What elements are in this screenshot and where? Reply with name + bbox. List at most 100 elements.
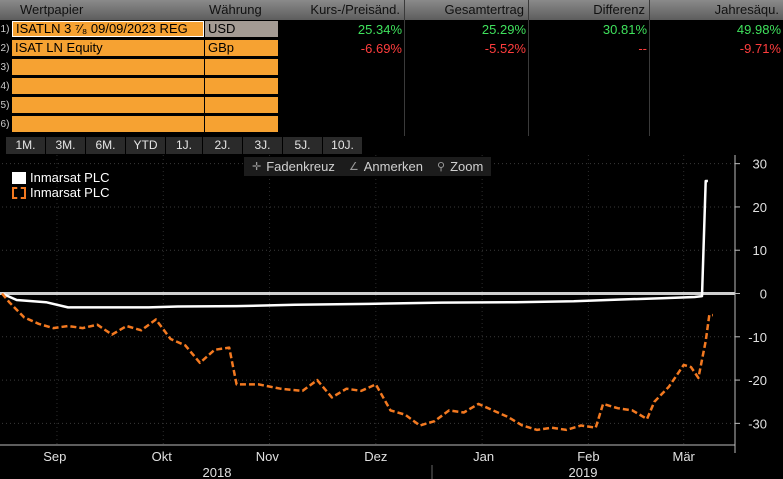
table-row[interactable]: 6) — [0, 116, 783, 133]
period-button[interactable]: 1J. — [166, 137, 203, 154]
x-tick-label: Sep — [43, 449, 66, 464]
total-return-cell: -5.52% — [484, 41, 526, 56]
legend-item-equity[interactable]: Inmarsat PLC — [12, 185, 109, 200]
header-annualized[interactable]: Jahresäqu. — [714, 2, 779, 17]
column-divider — [649, 0, 650, 136]
security-cell[interactable]: ISAT LN Equity — [12, 40, 204, 56]
x-tick-label: Nov — [256, 449, 280, 464]
difference-cell — [528, 97, 649, 114]
security-cell[interactable]: ISATLN 3 ⁷⁄₈ 09/09/2023 REG — [12, 21, 204, 37]
y-tick-label: -30 — [748, 416, 767, 431]
header-difference[interactable]: Differenz — [593, 2, 645, 17]
price-chart[interactable]: 30 20 10 0 -10 -20 -30 Sep Okt Nov Dez Jan Feb Mär 201… — [0, 155, 783, 479]
crosshair-icon: ✛ — [252, 161, 262, 173]
annualized-cell — [649, 59, 783, 76]
legend-item-bond[interactable]: Inmarsat PLC — [12, 170, 109, 185]
x-tick-label: Mär — [672, 449, 695, 464]
security-cell[interactable] — [12, 116, 204, 132]
difference-cell: 30.81% — [602, 22, 647, 37]
series-line-equity — [1, 292, 713, 432]
legend-label: Inmarsat PLC — [30, 170, 110, 185]
y-tick-label: -20 — [748, 373, 767, 388]
table-row[interactable]: 3) — [0, 59, 783, 76]
currency-cell[interactable] — [205, 78, 278, 94]
difference-cell — [528, 59, 649, 76]
y-tick-label: -10 — [748, 330, 767, 345]
annualized-cell: -9.71% — [739, 41, 781, 56]
chart-toolbar: ✛ Fadenkreuz ∠ Anmerken ⚲ Zoom — [244, 157, 492, 176]
price-change-cell — [279, 78, 404, 95]
total-return-cell — [404, 78, 528, 95]
crosshair-label: Fadenkreuz — [266, 159, 335, 174]
y-tick-label: 0 — [760, 287, 767, 302]
currency-cell[interactable] — [205, 97, 278, 113]
price-change-cell: -6.69% — [360, 41, 402, 56]
x-year-label: 2019 — [569, 465, 598, 479]
period-button[interactable]: YTD — [126, 137, 166, 154]
annualized-cell: 49.98% — [736, 22, 781, 37]
x-year-label: 2018 — [203, 465, 232, 479]
x-tick-label: Dez — [364, 449, 387, 464]
difference-cell — [528, 116, 649, 133]
period-button[interactable]: 10J. — [323, 137, 363, 154]
difference-cell — [528, 78, 649, 95]
security-cell[interactable] — [12, 78, 204, 94]
annotate-button[interactable]: ∠ Anmerken — [349, 159, 423, 174]
currency-cell[interactable]: USD — [205, 21, 278, 37]
currency-cell[interactable] — [205, 116, 278, 132]
table-row[interactable]: 4) — [0, 78, 783, 95]
annualized-cell — [649, 97, 783, 114]
legend-swatch-white — [12, 171, 26, 184]
crosshair-button[interactable]: ✛ Fadenkreuz — [252, 159, 335, 174]
column-divider — [528, 0, 529, 136]
period-button[interactable]: 6M. — [86, 137, 126, 154]
row-number: 2) — [0, 43, 10, 54]
x-tick-label: Okt — [152, 449, 173, 464]
zoom-button[interactable]: ⚲ Zoom — [437, 159, 483, 174]
y-tick-label: 30 — [753, 157, 767, 172]
security-cell[interactable] — [12, 97, 204, 113]
currency-cell[interactable] — [205, 59, 278, 75]
total-return-cell — [404, 97, 528, 114]
period-selector: 1M. 3M. 6M. YTD 1J. 2J. 3J. 5J. 10J. — [0, 137, 783, 155]
table-row[interactable]: 5) — [0, 97, 783, 114]
period-button[interactable]: 1M. — [6, 137, 46, 154]
header-total-return[interactable]: Gesamtertrag — [444, 2, 524, 17]
table-header — [0, 0, 783, 20]
header-currency[interactable]: Währung — [209, 2, 262, 17]
period-button[interactable]: 2J. — [203, 137, 243, 154]
table-row[interactable]: 2) ISAT LN Equity GBp -6.69% -5.52% -- -9.71% — [0, 40, 783, 57]
currency-cell[interactable]: GBp — [205, 40, 278, 56]
period-button[interactable]: 3J. — [243, 137, 283, 154]
column-divider — [404, 0, 405, 136]
annotate-label: Anmerken — [363, 159, 423, 174]
period-button[interactable]: 3M. — [46, 137, 86, 154]
row-number: 3) — [0, 62, 10, 73]
y-tick-label: 20 — [753, 200, 767, 215]
price-change-cell — [279, 116, 404, 133]
legend-swatch-orange — [12, 186, 26, 199]
header-price-change[interactable]: Kurs-/Preisänd. — [310, 2, 400, 17]
annualized-cell — [649, 78, 783, 95]
total-return-cell: 25.29% — [481, 22, 526, 37]
price-change-cell — [279, 59, 404, 76]
chart-legend: Inmarsat PLC Inmarsat PLC — [12, 170, 109, 200]
price-change-cell — [279, 97, 404, 114]
annualized-cell — [649, 116, 783, 133]
header-security[interactable]: Wertpapier — [20, 2, 84, 17]
legend-label: Inmarsat PLC — [30, 185, 110, 200]
row-number: 6) — [0, 119, 10, 130]
security-cell[interactable] — [12, 59, 204, 75]
difference-cell: -- — [638, 41, 647, 56]
total-return-cell — [404, 59, 528, 76]
row-number: 1) — [0, 24, 10, 35]
y-tick-label: 10 — [753, 243, 767, 258]
zoom-label: Zoom — [450, 159, 484, 174]
x-tick-label: Feb — [577, 449, 599, 464]
period-button[interactable]: 5J. — [283, 137, 323, 154]
series-line-bond — [1, 179, 708, 309]
table-row[interactable]: 1) ISATLN 3 ⁷⁄₈ 09/09/2023 REG USD 25.34% 25… — [0, 21, 783, 38]
magnifier-icon: ⚲ — [437, 161, 446, 173]
row-number: 5) — [0, 100, 10, 111]
x-tick-label: Jan — [473, 449, 494, 464]
